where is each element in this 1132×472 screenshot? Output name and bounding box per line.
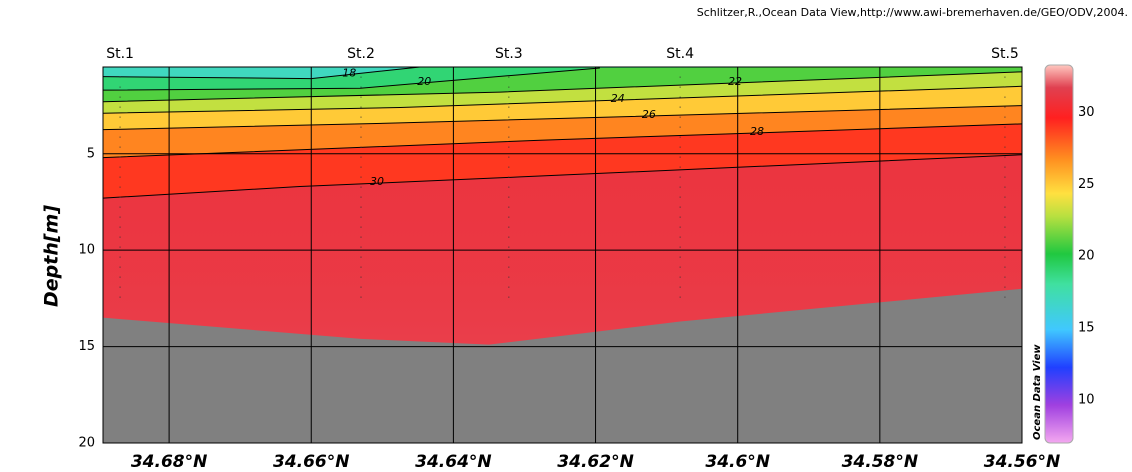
station-label: St.2 bbox=[347, 46, 375, 62]
contour-line bbox=[103, 154, 1022, 199]
x-tick-label: 34.56°N bbox=[984, 452, 1061, 472]
plot: 18 20 22 24 26 28 30 bbox=[103, 67, 1022, 443]
contour-label: 18 bbox=[342, 67, 356, 80]
colorbar-tick-label: 20 bbox=[1078, 249, 1095, 264]
x-tick-label: 34.68°N bbox=[131, 452, 208, 472]
contour-label: 30 bbox=[370, 175, 384, 188]
contour-line bbox=[103, 67, 600, 91]
contour-label: 24 bbox=[611, 92, 625, 105]
contour-line bbox=[103, 85, 1022, 114]
contour-label: 26 bbox=[642, 108, 656, 121]
station-label: St.3 bbox=[495, 46, 523, 62]
contour-label: 20 bbox=[417, 75, 431, 88]
y-tick-label: 5 bbox=[87, 146, 95, 161]
contour-line bbox=[103, 105, 1022, 131]
x-tick-label: 34.62°N bbox=[557, 452, 634, 472]
station-label: St.5 bbox=[991, 46, 1019, 62]
contour-line bbox=[103, 123, 1022, 159]
colorbar-tick-label: 15 bbox=[1078, 321, 1095, 336]
station-label: St.4 bbox=[666, 46, 694, 62]
colorbar bbox=[1044, 64, 1074, 444]
colorbar-tick-label: 10 bbox=[1078, 392, 1095, 407]
y-tick-label: 10 bbox=[78, 243, 95, 258]
plot-frame bbox=[102, 66, 1023, 444]
watermark: Ocean Data View bbox=[1032, 344, 1043, 440]
colorbar-tick-label: 30 bbox=[1078, 105, 1095, 120]
contour-label: 28 bbox=[750, 125, 764, 138]
x-tick-label: 34.64°N bbox=[415, 452, 492, 472]
station-label: St.1 bbox=[106, 46, 134, 62]
y-tick-label: 15 bbox=[78, 339, 95, 354]
credit: Schlitzer,R.,Ocean Data View,http://www.… bbox=[697, 6, 1128, 19]
x-tick-label: 34.66°N bbox=[273, 452, 350, 472]
contour-label: 22 bbox=[728, 75, 742, 88]
bottom bbox=[103, 288, 1022, 443]
contour-line bbox=[103, 71, 1022, 103]
x-tick-label: 34.58°N bbox=[842, 452, 919, 472]
x-tick-label: 34.6°N bbox=[705, 452, 770, 472]
colorbar-tick-label: 25 bbox=[1078, 177, 1095, 192]
y-axis-label: Depth[m] bbox=[41, 205, 63, 307]
y-tick-label: 20 bbox=[78, 436, 95, 451]
